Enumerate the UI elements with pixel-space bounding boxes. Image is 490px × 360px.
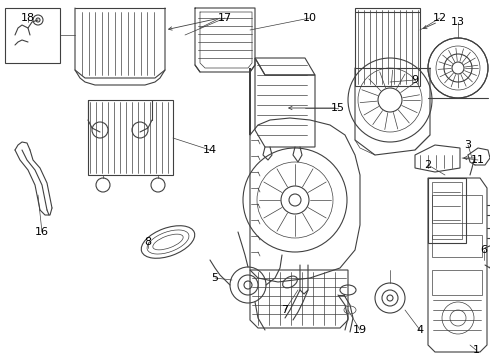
- Text: 5: 5: [212, 273, 219, 283]
- Text: 1: 1: [472, 345, 480, 355]
- Bar: [432, 195, 482, 223]
- Text: 14: 14: [203, 145, 217, 155]
- Text: 2: 2: [424, 160, 432, 170]
- Text: 6: 6: [481, 245, 488, 255]
- Text: 10: 10: [303, 13, 317, 23]
- Text: 3: 3: [465, 140, 471, 150]
- Text: 7: 7: [281, 305, 289, 315]
- Text: 15: 15: [331, 103, 345, 113]
- Text: 12: 12: [433, 13, 447, 23]
- Text: 16: 16: [35, 227, 49, 237]
- Text: 17: 17: [218, 13, 232, 23]
- Text: 11: 11: [471, 155, 485, 165]
- Text: 13: 13: [451, 17, 465, 27]
- Text: 18: 18: [21, 13, 35, 23]
- Text: 9: 9: [412, 75, 418, 85]
- Bar: [88, 100, 173, 175]
- Bar: [432, 235, 482, 257]
- Bar: [5, 8, 60, 63]
- Bar: [432, 182, 462, 239]
- Text: 8: 8: [145, 237, 151, 247]
- Text: 4: 4: [416, 325, 423, 335]
- Text: 19: 19: [353, 325, 367, 335]
- Bar: [428, 178, 466, 243]
- Bar: [355, 8, 420, 86]
- Bar: [432, 270, 482, 295]
